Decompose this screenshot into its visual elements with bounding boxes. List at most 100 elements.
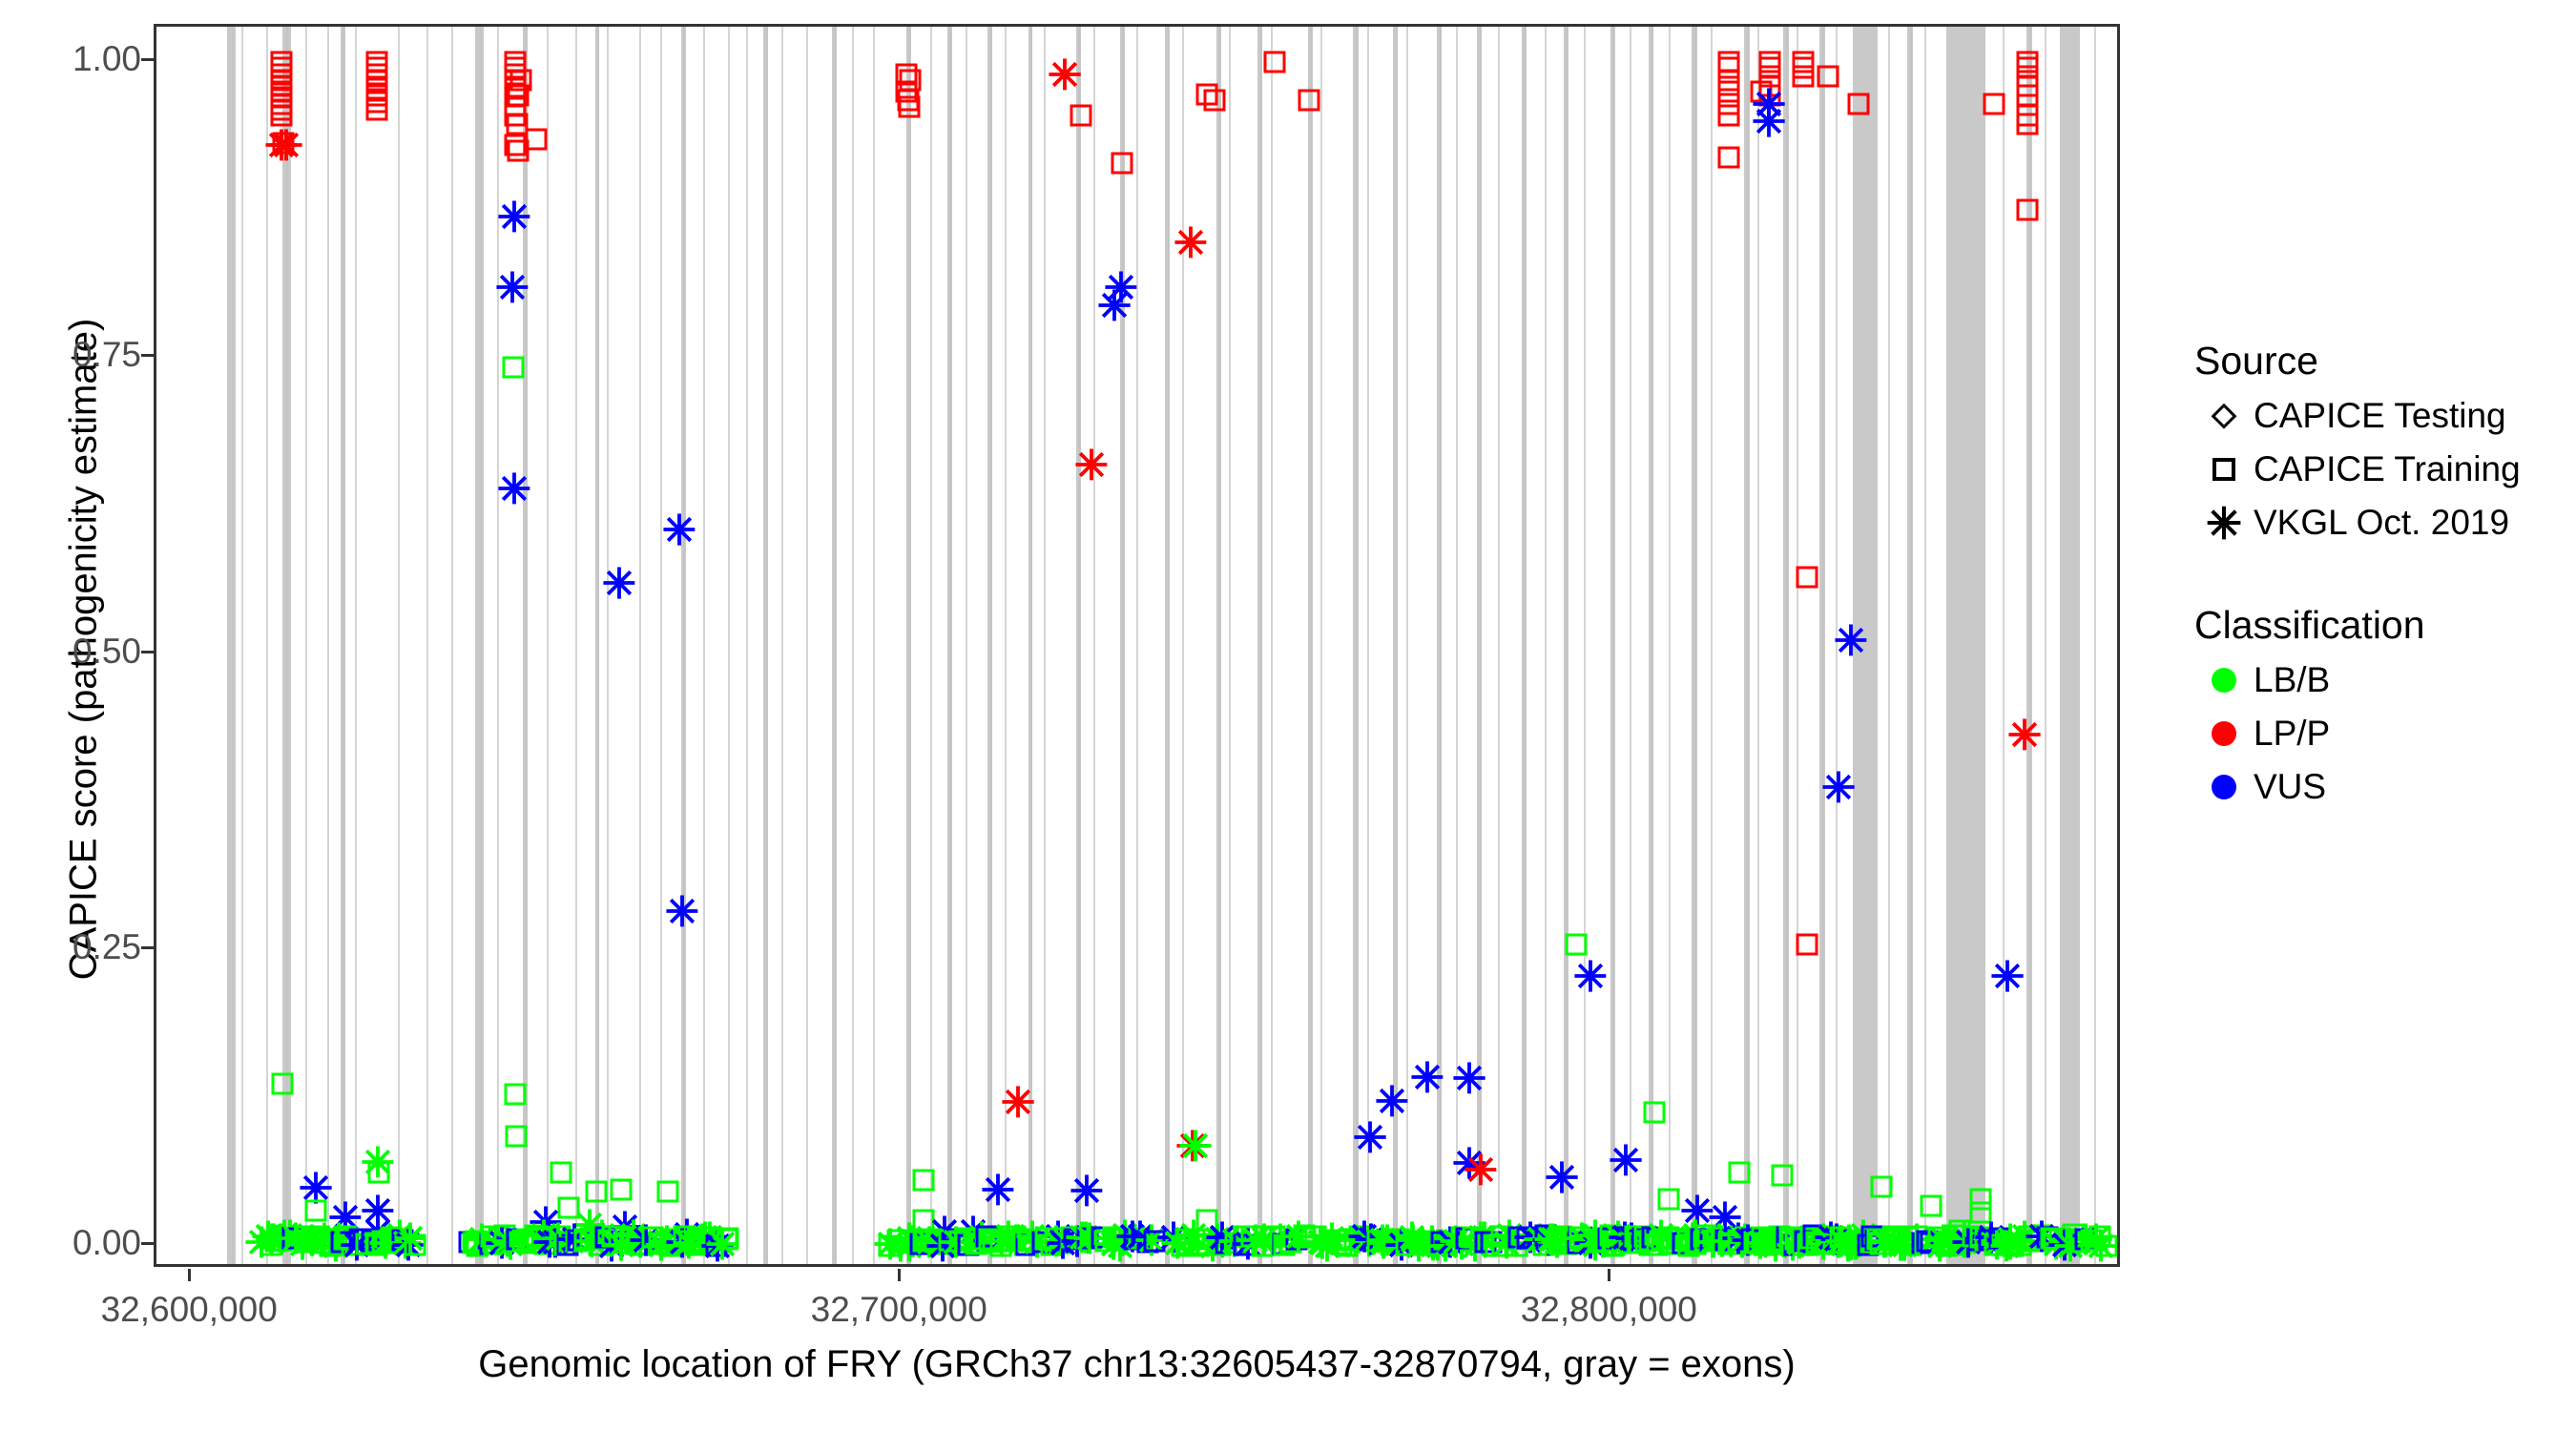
data-point: [1179, 1130, 1212, 1162]
exon-gridline: [1479, 27, 1482, 1264]
data-point: [1574, 960, 1607, 992]
exon-gridline: [1182, 27, 1185, 1264]
exon-gridline: [949, 27, 952, 1264]
exon-gridline: [1218, 27, 1221, 1264]
exon-gridline: [1746, 27, 1749, 1264]
data-point: [1657, 1188, 1680, 1211]
exon-gridline: [1271, 27, 1274, 1264]
x-axis-title: Genomic location of FRY (GRCh37 chr13:32…: [478, 1343, 1796, 1385]
data-point: [1969, 1201, 1992, 1224]
legend-source-row[interactable]: CAPICE Testing: [2194, 389, 2576, 443]
exon-gridline: [1320, 27, 1323, 1264]
legend-source-label: VKGL Oct. 2019: [2254, 503, 2510, 542]
data-point: [662, 513, 696, 547]
data-point: [507, 139, 530, 162]
legend-source-row[interactable]: CAPICE Training: [2194, 443, 2576, 496]
exon-gridline: [660, 27, 663, 1264]
exon-gridline: [266, 27, 269, 1264]
x-tick-mark: [898, 1269, 902, 1281]
exon-gridline: [1612, 27, 1615, 1264]
legend-source-label: CAPICE Training: [2254, 449, 2521, 488]
exon-gridline: [966, 27, 968, 1264]
data-point: [300, 1172, 333, 1205]
data-point: [365, 98, 388, 121]
legend-classification-row[interactable]: VUS: [2194, 760, 2576, 814]
data-point: [610, 1178, 633, 1201]
data-point: [1453, 1062, 1486, 1094]
exon-gridline: [1135, 27, 1138, 1264]
data-point: [1991, 960, 2025, 992]
data-point: [1203, 89, 1226, 112]
data-point: [1728, 1161, 1751, 1184]
exon-band: [1692, 27, 1697, 1264]
data-point: [557, 1196, 580, 1219]
x-tick-mark: [188, 1269, 192, 1281]
data-point: [1717, 80, 1740, 103]
exon-gridline: [1544, 27, 1547, 1264]
exon-band: [1307, 27, 1314, 1264]
exon-band: [1563, 27, 1568, 1264]
data-point: [1983, 93, 2005, 115]
exon-gridline: [479, 27, 482, 1264]
exon-gridline: [1821, 27, 1824, 1264]
data-point: [496, 271, 529, 303]
data-point: [1546, 1161, 1578, 1193]
exon-gridline: [702, 27, 705, 1264]
exon-gridline: [683, 27, 686, 1264]
exon-gridline: [1668, 27, 1671, 1264]
exon-gridline: [1923, 27, 1926, 1264]
data-point: [506, 113, 529, 135]
legend-classification-row[interactable]: LB/B: [2194, 653, 2576, 707]
legend-source-label: CAPICE Testing: [2254, 396, 2506, 435]
exon-gridline: [241, 27, 244, 1264]
legend-classification-label: VUS: [2254, 767, 2327, 806]
legend-source-row[interactable]: VKGL Oct. 2019: [2194, 496, 2576, 550]
exon-band: [831, 27, 837, 1264]
data-point: [898, 95, 921, 118]
data-point: [1753, 105, 1786, 137]
exon-band: [281, 27, 291, 1264]
data-point: [502, 356, 524, 379]
color-dot-icon: [2194, 775, 2254, 799]
exon-gridline: [1909, 27, 1912, 1264]
data-point: [304, 1199, 327, 1222]
data-point: [1847, 93, 1870, 115]
data-point: [504, 134, 527, 156]
exon-gridline: [355, 27, 358, 1264]
exon-gridline: [450, 27, 453, 1264]
data-point: [1920, 1194, 1942, 1217]
exon-gridline: [1167, 27, 1170, 1264]
data-point: [2016, 198, 2039, 221]
data-point: [1195, 83, 1218, 106]
exon-gridline: [1629, 27, 1631, 1264]
exon-gridline: [426, 27, 428, 1264]
exon-gridline: [1366, 27, 1369, 1264]
exon-gridline: [1029, 27, 1032, 1264]
square-icon: [2194, 453, 2254, 486]
exon-gridline: [2028, 27, 2031, 1264]
data-point: [1354, 1121, 1386, 1153]
y-tick-label: 1.00: [72, 39, 141, 79]
y-tick-label: 0.75: [72, 335, 141, 375]
exon-gridline: [2002, 27, 2005, 1264]
data-point: [272, 132, 295, 155]
exon-gridline: [1310, 27, 1313, 1264]
color-dot-icon: [2194, 668, 2254, 693]
exon-gridline: [1785, 27, 1788, 1264]
color-dot-icon: [2194, 721, 2254, 746]
plot-area: [156, 27, 2117, 1264]
exon-gridline: [852, 27, 855, 1264]
exon-gridline: [1756, 27, 1759, 1264]
exon-gridline: [1455, 27, 1458, 1264]
data-point: [706, 1228, 738, 1260]
exon-gridline: [2094, 27, 2097, 1264]
exon-gridline: [305, 27, 308, 1264]
data-point: [1796, 933, 1818, 956]
y-tick-mark: [141, 945, 154, 949]
exon-gridline: [1005, 27, 1008, 1264]
legend-classification-row[interactable]: LP/P: [2194, 707, 2576, 760]
legend-classification-label: LB/B: [2254, 660, 2331, 699]
data-point: [498, 472, 530, 505]
data-point: [1070, 1174, 1103, 1207]
exon-band: [1521, 27, 1527, 1264]
